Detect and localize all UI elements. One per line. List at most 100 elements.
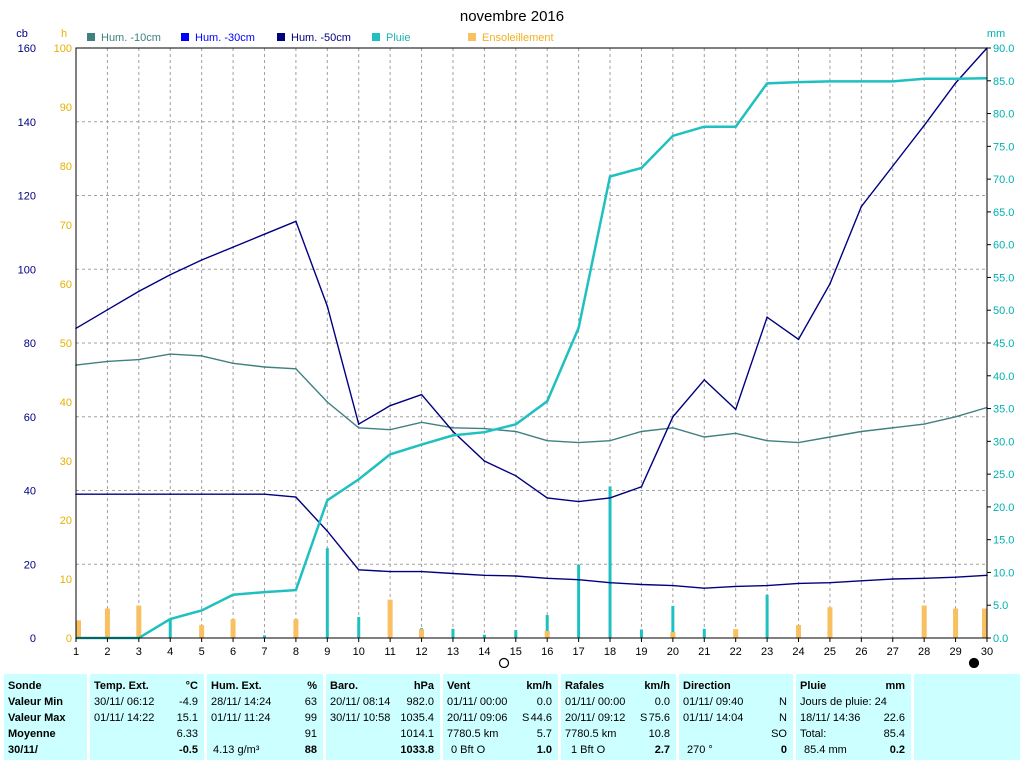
series-point [797,441,800,444]
series-point [326,499,329,502]
series-point [891,165,894,167]
series-point [420,393,423,396]
series-point [514,575,517,577]
hum-avg: 91 [304,728,317,740]
series-point [672,427,674,429]
pluie-header: Pluie [800,680,827,692]
rafales-max-time: 20/11/ 09:12 [565,712,626,724]
series-point [703,587,706,590]
rafales-distance: 7780.5 km [565,728,617,740]
legend-label: Ensoleillement [482,32,554,44]
y-tick-label-cb: 40 [24,486,36,498]
y-tick-label-mm: 85.0 [993,76,1014,88]
series-point [200,493,203,495]
series-point [766,316,768,318]
series-point [923,78,925,80]
y-tick-label-mm: 60.0 [993,240,1014,252]
series-point [326,305,329,307]
vent-max-direction: S [522,712,530,724]
rafales-unit: km/h [644,680,670,692]
y-tick-label-mm: 25.0 [993,469,1014,481]
sunshine-bar [982,608,987,638]
direction-avg: SO [771,728,787,740]
x-tick-label: 9 [324,646,330,658]
rafales-max-direction: S [640,712,648,724]
vent-avg: 5.7 [536,728,552,740]
series-point [483,431,486,433]
x-tick-label: 22 [730,646,742,658]
series-point [734,432,737,435]
series-point [106,493,109,495]
temp-avg: 6.33 [176,728,198,740]
series-point [860,80,863,83]
rain-bar [451,628,455,638]
label-day: 30/11/ [8,744,38,756]
temp-column: Temp. Ext. °C 30/11/ 06:12 -4.9 01/11/ 14:… [90,674,204,760]
direction-column: Direction 01/11/ 09:40 N 01/11/ 14:04 N SO… [679,674,793,760]
series-point [420,570,423,573]
moon-icon [498,657,510,668]
rain-bar [545,615,549,638]
series-point [169,353,172,355]
direction-max-value: N [779,712,787,724]
series-point [452,572,454,575]
rain-bar [608,486,612,638]
rain-bar [671,605,675,638]
series-point [420,421,423,424]
hum-min-time: 28/11/ 14:24 [211,696,272,708]
x-tick-label: 30 [981,646,993,658]
baro-unit: hPa [413,680,434,692]
series-point [703,436,706,438]
y-tick-label-h: 70 [60,220,72,232]
y-tick-label-mm: 30.0 [993,436,1014,448]
hum-day: 88 [304,744,317,756]
series-point [452,430,454,433]
series-point [640,583,643,586]
temp-max-value: 15.1 [176,712,198,724]
series-point [954,415,957,418]
x-tick-label: 7 [261,646,267,658]
series-point [200,355,203,357]
series-point [295,589,297,591]
temp-header: Temp. Ext. [94,680,149,692]
pluie-max-value: 22.6 [883,712,905,724]
series-point [797,338,800,341]
y-tick-label-h: 90 [60,102,72,114]
series-point [200,259,203,261]
series-point [389,570,391,573]
temp-day: -0.5 [179,744,198,756]
labels-column: Sonde Valeur Min Valeur Max Moyenne 30/1… [4,674,87,760]
sunshine-bar [796,625,802,638]
sunshine-bar [953,608,959,638]
y-tick-label-h: 0 [66,633,72,645]
rafales-min-time: 01/11/ 00:00 [565,696,626,708]
series-point [734,125,737,128]
series-point [797,582,800,585]
rafales-day: 2.7 [654,744,670,756]
legend-label: Pluie [386,32,410,44]
series-point [138,358,140,361]
sunshine-bar [827,607,833,638]
y-tick-label-mm: 75.0 [993,141,1014,153]
series-point [703,125,706,128]
x-tick-label: 24 [792,646,804,658]
x-tick-label: 3 [136,646,142,658]
x-tick-label: 29 [949,646,961,658]
series-point [734,585,737,588]
series-point [546,400,549,403]
legend-swatch [181,33,189,41]
sunshine-bar [76,620,81,638]
series-point [326,530,329,532]
series-point [357,423,360,425]
rain-bar [325,548,329,638]
x-tick-label: 19 [635,646,647,658]
series-point [609,439,611,442]
sunshine-bar [733,629,739,638]
series-point [514,474,517,477]
rain-bar [577,564,581,638]
sunshine-bar [387,599,393,638]
series-point [860,430,863,433]
pluie-total-mm: 85.4 mm [804,744,847,756]
series-point [357,568,360,571]
series-point [640,167,643,169]
